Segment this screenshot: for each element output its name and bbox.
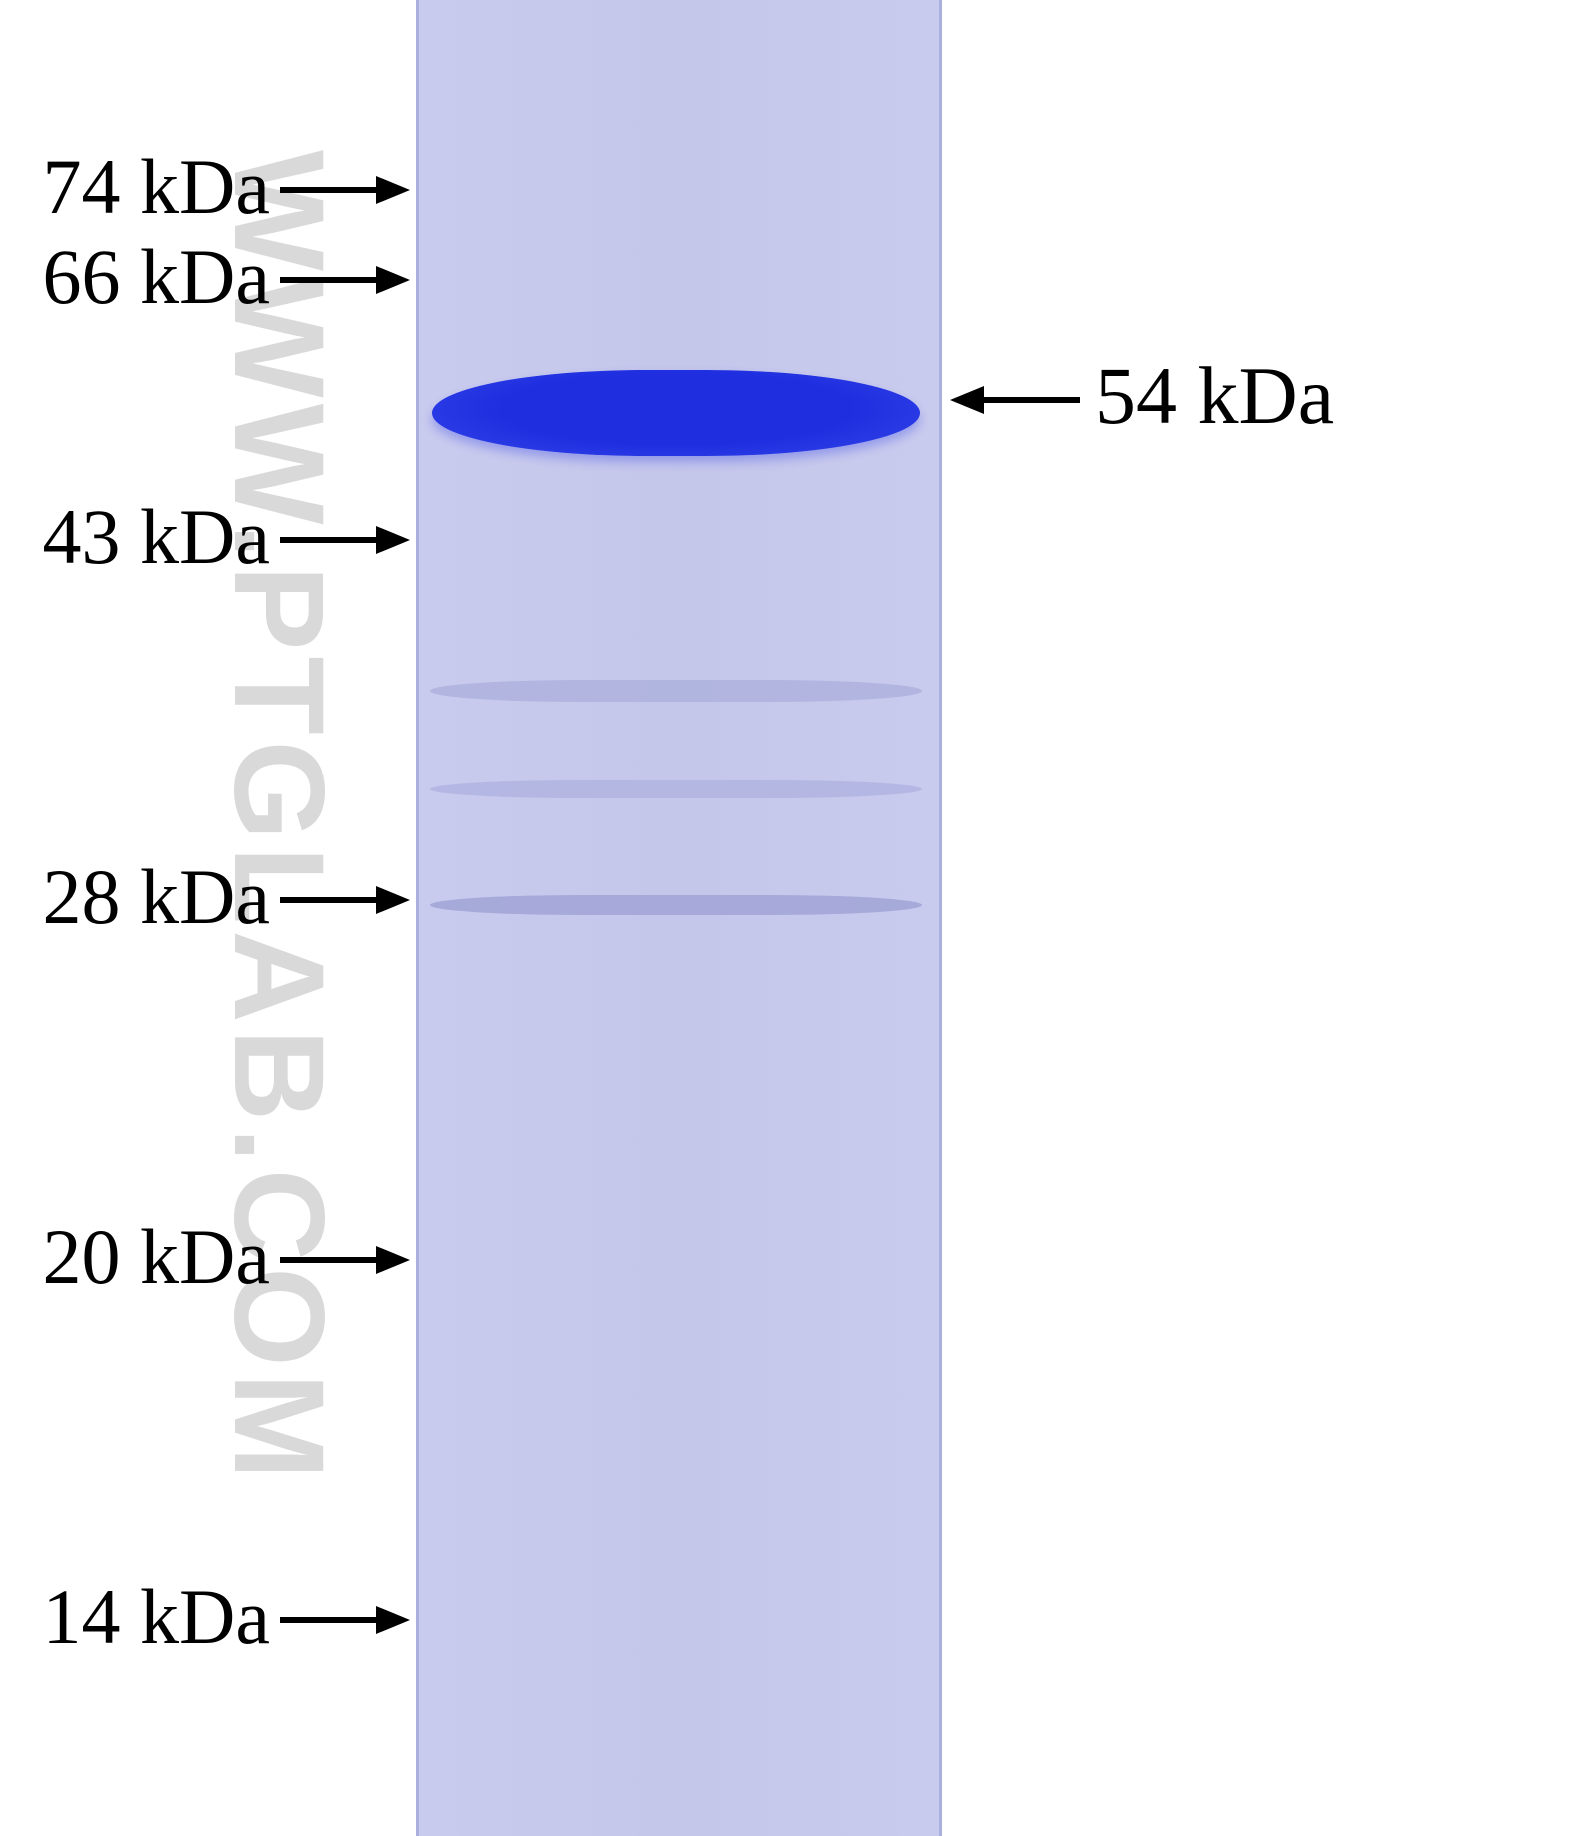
ladder-arrow-head bbox=[376, 176, 410, 204]
ladder-arrow-head bbox=[376, 1606, 410, 1634]
ladder-arrow-line bbox=[280, 897, 376, 903]
sample-arrow-line bbox=[984, 397, 1080, 403]
ladder-arrow-head bbox=[376, 886, 410, 914]
ladder-arrow-line bbox=[280, 1257, 376, 1263]
sample-band-label: 54 kDa bbox=[1095, 349, 1334, 443]
ladder-arrow-line bbox=[280, 537, 376, 543]
gel-figure: WWW.PTGLAB.COM 74 kDa66 kDa43 kDa28 kDa2… bbox=[0, 0, 1585, 1836]
ladder-arrow-line bbox=[280, 1617, 376, 1623]
faint-band bbox=[430, 895, 922, 915]
ladder-arrow-head bbox=[376, 526, 410, 554]
ladder-marker-label: 74 kDa bbox=[43, 142, 270, 232]
ladder-arrow-line bbox=[280, 187, 376, 193]
ladder-marker-label: 43 kDa bbox=[43, 492, 270, 582]
sample-arrow-head bbox=[950, 386, 984, 414]
ladder-arrow-head bbox=[376, 266, 410, 294]
ladder-marker-label: 28 kDa bbox=[43, 852, 270, 942]
gel-lane bbox=[416, 0, 942, 1836]
faint-band bbox=[430, 780, 922, 798]
ladder-arrow-line bbox=[280, 277, 376, 283]
sample-band bbox=[432, 370, 920, 456]
ladder-marker-label: 66 kDa bbox=[43, 232, 270, 322]
ladder-arrow-head bbox=[376, 1246, 410, 1274]
ladder-marker-label: 14 kDa bbox=[43, 1572, 270, 1662]
faint-band bbox=[430, 680, 922, 702]
ladder-marker-label: 20 kDa bbox=[43, 1212, 270, 1302]
